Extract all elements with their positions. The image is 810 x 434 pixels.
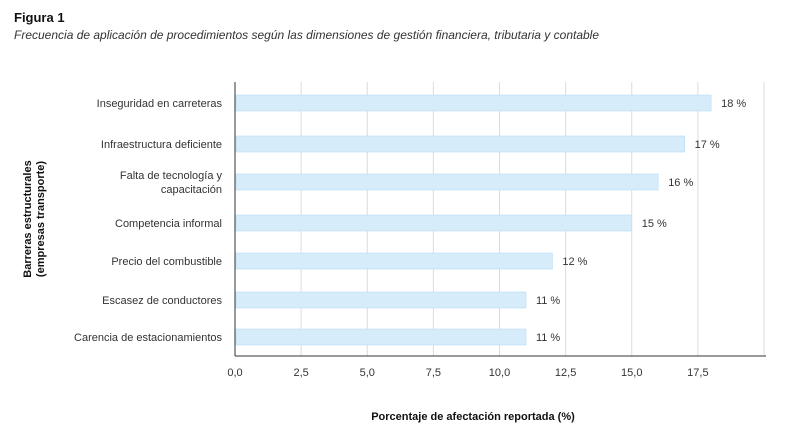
data-label: 18 % [721, 98, 746, 110]
bar [235, 291, 527, 309]
data-label: 17 % [695, 139, 720, 151]
x-tick-label: 7,5 [426, 367, 441, 379]
category-label: Falta de tecnología y capacitación [120, 170, 223, 196]
category-label-line: Escasez de conductores [102, 295, 222, 307]
category-label-line: Falta de tecnología y [120, 170, 223, 182]
bar [235, 214, 633, 232]
x-tick-label: 12,5 [555, 367, 576, 379]
x-tick-label: 15,0 [621, 367, 642, 379]
bar [235, 252, 553, 270]
y-axis-title-line: (empresas transporte) [35, 161, 47, 277]
x-tick-label: 10,0 [489, 367, 510, 379]
y-axis-title-line: Barreras estructurales [22, 160, 34, 277]
category-label: Infraestructura deficiente [101, 139, 222, 151]
category-label: Competencia informal [115, 218, 222, 230]
x-axis-title: Porcentaje de afectación reportada (%) [371, 411, 575, 423]
figure-caption: Frecuencia de aplicación de procedimient… [14, 28, 600, 42]
category-label-line: Inseguridad en carreteras [97, 98, 223, 110]
figure-label: Figura 1 [14, 10, 65, 25]
category-label-line: capacitación [161, 184, 222, 196]
bar [235, 135, 685, 153]
data-label: 11 % [536, 295, 560, 307]
x-tick-label: 0,0 [227, 367, 242, 379]
category-label-line: Competencia informal [115, 218, 222, 230]
category-label-line: Infraestructura deficiente [101, 139, 222, 151]
y-axis-title: Barreras estructurales(empresas transpor… [22, 160, 47, 277]
category-label: Carencia de estacionamientos [74, 332, 222, 344]
category-label: Precio del combustible [111, 256, 222, 268]
bar [235, 94, 712, 112]
data-label: 11 % [536, 332, 560, 344]
category-label-line: Precio del combustible [111, 256, 222, 268]
data-label: 15 % [642, 218, 667, 230]
x-tick-label: 2,5 [293, 367, 308, 379]
x-tick-label: 17,5 [687, 367, 708, 379]
category-label: Inseguridad en carreteras [97, 98, 223, 110]
data-label: 16 % [668, 177, 693, 189]
category-label: Escasez de conductores [102, 295, 222, 307]
category-label-line: Carencia de estacionamientos [74, 332, 222, 344]
bar [235, 328, 527, 346]
data-label: 12 % [562, 256, 587, 268]
x-tick-label: 5,0 [360, 367, 375, 379]
bar [235, 173, 659, 191]
